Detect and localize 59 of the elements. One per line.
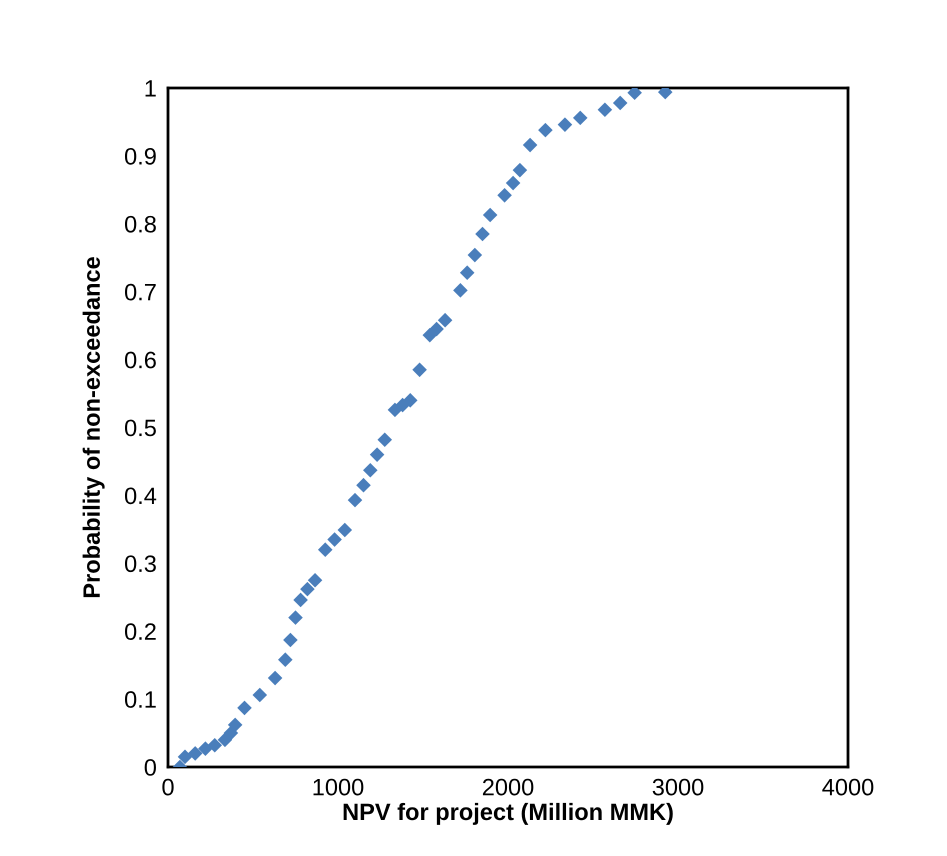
point	[522, 138, 538, 152]
point	[252, 688, 268, 702]
y-tick-label: 0.2	[124, 623, 156, 640]
point	[348, 492, 362, 508]
point	[178, 750, 192, 764]
point	[482, 208, 498, 222]
point	[308, 572, 322, 588]
point	[356, 478, 371, 492]
point	[402, 393, 418, 408]
y-axis-title: Probability of non-exceedance	[82, 257, 105, 598]
point	[338, 522, 352, 538]
point	[612, 96, 628, 110]
x-tick-label: 0	[162, 778, 174, 796]
point	[538, 122, 553, 138]
x-tick-label: 2000	[482, 778, 534, 796]
y-tick-label: 0.5	[124, 420, 156, 436]
point	[460, 265, 474, 280]
point	[506, 176, 520, 190]
y-tick-label: 0.7	[124, 284, 156, 300]
x-tick-label: 1000	[314, 778, 364, 796]
y-tick-label: 1	[146, 80, 156, 97]
point	[412, 362, 427, 378]
y-tick-label: 0.9	[124, 148, 156, 165]
point	[278, 652, 293, 667]
point	[327, 532, 342, 547]
point	[370, 447, 384, 462]
y-tick-label: 0.8	[124, 216, 156, 233]
y-tick-label: 0.3	[124, 555, 156, 572]
point	[377, 432, 392, 448]
point	[268, 670, 282, 686]
point	[228, 718, 242, 732]
point	[283, 632, 298, 648]
point	[598, 102, 612, 118]
point	[363, 462, 378, 478]
y-tick-label: 0.1	[124, 691, 156, 708]
point	[300, 582, 315, 596]
point	[293, 592, 308, 608]
point	[558, 117, 572, 132]
point	[237, 700, 252, 716]
x-tick-label: 3000	[652, 778, 704, 796]
y-tick-label: 0.4	[124, 487, 156, 504]
y-tick-label: 0.6	[124, 352, 156, 368]
point	[288, 610, 303, 625]
point	[438, 312, 452, 328]
point	[453, 283, 468, 298]
point	[512, 162, 528, 178]
y-tick-label: 0	[144, 759, 156, 776]
point	[497, 188, 512, 203]
point	[198, 741, 213, 756]
x-tick-label: 4000	[822, 778, 874, 796]
point	[475, 226, 490, 242]
point	[188, 746, 202, 761]
point	[218, 732, 232, 748]
x-axis-title: NPV for project (Million MMK)	[344, 802, 673, 825]
point	[318, 542, 333, 558]
point	[207, 738, 222, 753]
point	[429, 322, 444, 336]
point	[572, 110, 588, 126]
point	[468, 248, 482, 262]
